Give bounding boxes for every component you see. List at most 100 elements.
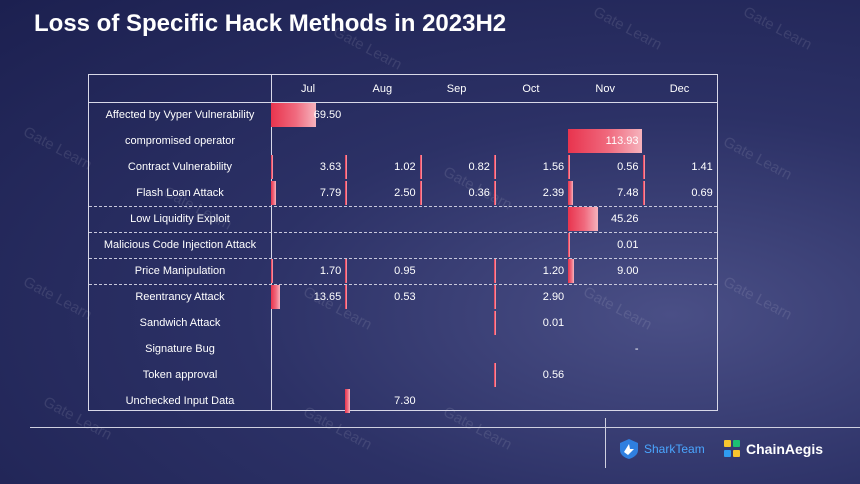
month-header-jul: Jul <box>300 83 316 95</box>
sharkteam-logo: SharkTeam <box>618 438 705 460</box>
value-label: 0.56 <box>617 161 639 173</box>
row-label: Flash Loan Attack <box>136 187 224 199</box>
value-label: 2.39 <box>542 187 565 199</box>
data-cell: 0.82 <box>419 154 494 180</box>
row-label: Contract Vulnerability <box>127 161 233 173</box>
value-bar <box>493 311 496 335</box>
data-cell: 13.65 <box>271 284 345 310</box>
row-label: Reentrancy Attack <box>135 291 225 303</box>
data-cell: 0.69 <box>642 180 717 206</box>
data-cell: 2.39 <box>493 180 568 206</box>
data-cell: 7.79 <box>271 180 345 206</box>
data-cell: 0.56 <box>568 154 642 180</box>
value-label: 1.56 <box>542 161 565 173</box>
watermark-text: Gate Learn <box>720 273 795 324</box>
chainaegis-text: ChainAegis <box>746 441 824 457</box>
value-bar <box>271 181 277 205</box>
data-cell: 0.53 <box>345 284 419 310</box>
value-label: - <box>634 343 639 355</box>
row-divider <box>89 232 717 233</box>
value-bar <box>568 207 598 231</box>
value-bar <box>271 285 280 309</box>
row-divider <box>89 258 717 259</box>
value-label: 0.82 <box>468 161 490 173</box>
data-cell: 1.20 <box>493 258 568 284</box>
data-cell: 0.01 <box>493 310 568 336</box>
value-bar <box>568 233 571 257</box>
value-bar <box>271 103 317 127</box>
chainaegis-logo: ChainAegis <box>722 438 823 460</box>
value-label: 9.00 <box>617 265 639 277</box>
watermark-text: Gate Learn <box>720 133 795 184</box>
value-bar <box>419 155 422 179</box>
watermark-text: Gate Learn <box>740 3 815 54</box>
data-cell: 0.56 <box>493 362 568 388</box>
row-label: Price Manipulation <box>134 265 226 277</box>
value-bar <box>345 155 348 179</box>
value-bar <box>345 259 348 283</box>
value-label: 1.70 <box>319 265 342 277</box>
value-bar <box>271 155 274 179</box>
row-label: Malicious Code Injection Attack <box>103 239 257 251</box>
footer-divider <box>30 427 860 428</box>
month-header-dec: Dec <box>669 83 690 95</box>
row-label: Unchecked Input Data <box>125 395 235 407</box>
value-label: 0.36 <box>468 187 490 199</box>
value-label: 7.30 <box>394 395 416 407</box>
footer-vertical-divider <box>605 418 606 468</box>
data-cell: 1.70 <box>271 258 345 284</box>
header-divider <box>89 102 717 103</box>
data-cell: 69.50 <box>271 102 345 128</box>
value-label: 113.93 <box>605 135 639 147</box>
row-divider <box>89 284 717 285</box>
value-bar <box>493 155 496 179</box>
row-label: Token approval <box>142 369 218 381</box>
data-cell: 7.48 <box>568 180 642 206</box>
data-cell: 0.95 <box>345 258 419 284</box>
watermark-text: Gate Learn <box>590 3 665 54</box>
value-label: 0.95 <box>394 265 416 277</box>
value-label: 13.65 <box>313 291 342 303</box>
shark-icon <box>620 439 638 459</box>
watermark-text: Gate Learn <box>20 273 95 324</box>
data-cell: 9.00 <box>568 258 642 284</box>
value-label: 0.53 <box>394 291 416 303</box>
value-bar <box>642 155 645 179</box>
value-label: 1.02 <box>394 161 416 173</box>
label-column-divider <box>271 75 272 410</box>
watermark-text: Gate Learn <box>20 123 95 174</box>
data-cell: 1.41 <box>642 154 717 180</box>
data-cell: - <box>568 336 642 362</box>
value-label: 0.69 <box>691 187 713 199</box>
value-bar <box>493 181 496 205</box>
data-cell: 7.30 <box>345 388 419 414</box>
value-bar <box>345 285 348 309</box>
month-header-oct: Oct <box>522 83 540 95</box>
data-cell: 3.63 <box>271 154 345 180</box>
value-label: 2.50 <box>394 187 416 199</box>
row-label: compromised operator <box>124 135 236 147</box>
value-label: 2.90 <box>542 291 565 303</box>
chainaegis-icon <box>724 440 740 457</box>
value-bar <box>568 181 574 205</box>
value-bar <box>493 285 496 309</box>
data-cell: 1.02 <box>345 154 419 180</box>
value-label: 7.48 <box>617 187 639 199</box>
data-cell: 2.90 <box>493 284 568 310</box>
value-label: 0.56 <box>542 369 565 381</box>
row-label: Signature Bug <box>145 343 215 355</box>
row-divider <box>89 206 717 207</box>
value-label: 0.01 <box>617 239 639 251</box>
value-bar <box>345 181 348 205</box>
value-bar <box>568 155 571 179</box>
data-cell: 2.50 <box>345 180 419 206</box>
value-bar <box>419 181 422 205</box>
value-label: 1.20 <box>542 265 565 277</box>
page-title: Loss of Specific Hack Methods in 2023H2 <box>34 10 507 37</box>
value-label: 7.79 <box>319 187 342 199</box>
month-header-nov: Nov <box>595 83 615 95</box>
value-label: 45.26 <box>610 213 639 225</box>
data-cell: 1.56 <box>493 154 568 180</box>
month-header-sep: Sep <box>446 83 467 95</box>
value-bar <box>568 129 643 153</box>
